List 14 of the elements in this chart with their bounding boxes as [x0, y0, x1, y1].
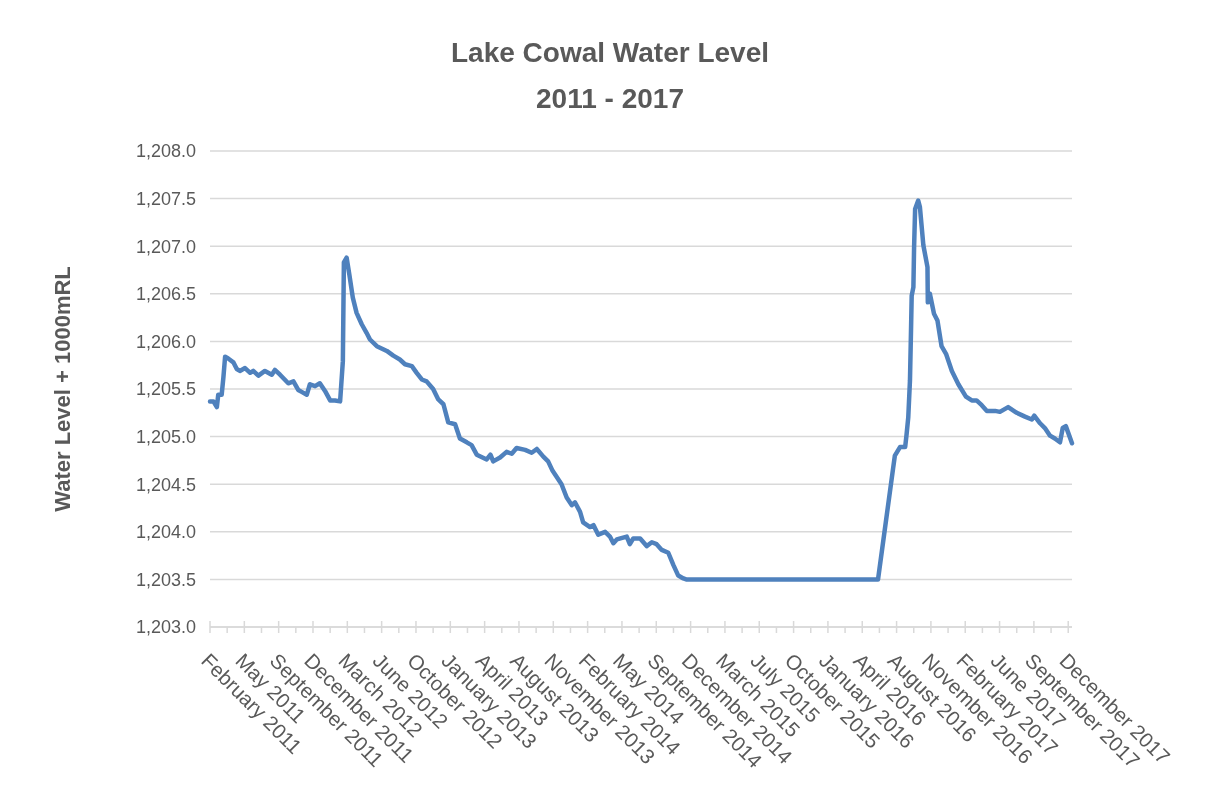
y-tick-label: 1,206.5 [135, 284, 196, 305]
y-tick-label: 1,208.0 [135, 141, 196, 162]
y-tick-label: 1,206.0 [135, 331, 196, 352]
y-tick-label: 1,207.0 [135, 236, 196, 257]
y-tick-label: 1,205.0 [135, 426, 196, 447]
y-tick-label: 1,204.0 [135, 522, 196, 543]
y-tick-label: 1,203.0 [135, 617, 196, 638]
y-tick-label: 1,207.5 [135, 188, 196, 209]
y-tick-label: 1,205.5 [135, 379, 196, 400]
y-tick-label: 1,204.5 [135, 474, 196, 495]
y-tick-label: 1,203.5 [135, 569, 196, 590]
line-series [207, 198, 1075, 582]
y-axis-title: Water Level + 1000mRL [50, 266, 75, 512]
chart-title: Lake Cowal Water Level 2011 - 2017 [451, 37, 769, 114]
